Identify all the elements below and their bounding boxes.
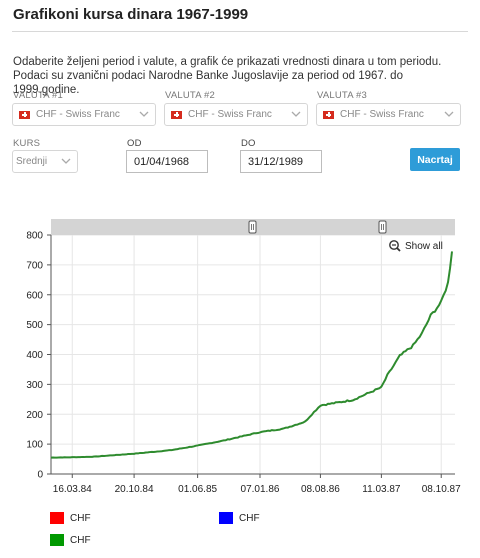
y-tick-label: 500 [26, 320, 43, 331]
page-title: Grafikoni kursa dinara 1967-1999 [13, 6, 249, 23]
chart-grid [51, 234, 455, 474]
scroller-handle-left[interactable] [248, 220, 257, 234]
scroller-handle-right[interactable] [378, 220, 387, 234]
nacrtaj-button[interactable]: Nacrtaj [410, 148, 460, 171]
y-tick-label: 600 [26, 290, 43, 301]
valuta2-value: CHF - Swiss Franc [188, 109, 272, 120]
intro-text: Odaberite željeni period i valute, a gra… [13, 56, 442, 96]
valuta1-label: VALUTA #1 [13, 90, 64, 101]
zoom-out-icon [389, 240, 401, 252]
swiss-flag-icon [323, 110, 334, 119]
do-date-input[interactable] [240, 150, 322, 173]
x-tick-label: 08.08.86 [301, 484, 340, 495]
x-tick-label: 16.03.84 [53, 484, 92, 495]
valuta1-value: CHF - Swiss Franc [36, 109, 120, 120]
show-all-button[interactable]: Show all [389, 240, 443, 252]
valuta3-select[interactable]: CHF - Swiss Franc [316, 103, 461, 126]
show-all-label: Show all [405, 241, 443, 252]
legend-label: CHF [70, 534, 91, 546]
kurs-select[interactable]: Srednji [12, 150, 78, 173]
legend-item[interactable]: CHF [50, 512, 91, 524]
y-tick-label: 300 [26, 380, 43, 391]
chevron-down-icon [61, 158, 71, 164]
y-axis: 0 100 200 300 400 500 600 700 800 [26, 231, 51, 481]
y-tick-label: 100 [26, 440, 43, 451]
kurs-label: KURS [13, 138, 41, 149]
swiss-flag-icon [19, 110, 30, 119]
x-tick-label: 11.03.87 [362, 484, 401, 495]
series-line-chf [50, 251, 453, 459]
do-label: DO [241, 138, 256, 149]
chevron-down-icon [291, 111, 301, 117]
legend-label: CHF [70, 512, 91, 524]
x-axis: 16.03.84 20.10.84 01.06.85 07.01.86 08.08.86… [53, 474, 461, 495]
valuta3-label: VALUTA #3 [317, 90, 368, 101]
y-tick-label: 400 [26, 350, 43, 361]
od-label: OD [127, 138, 142, 149]
y-tick-label: 0 [37, 470, 43, 481]
x-tick-label: 08.10.87 [422, 484, 461, 495]
legend-swatch-green [50, 534, 64, 546]
legend-swatch-blue [219, 512, 233, 524]
x-tick-label: 07.01.86 [241, 484, 280, 495]
x-tick-label: 20.10.84 [115, 484, 154, 495]
title-divider [12, 31, 468, 32]
valuta3-value: CHF - Swiss Franc [340, 109, 424, 120]
od-date-input[interactable] [126, 150, 208, 173]
x-tick-label: 01.06.85 [178, 484, 217, 495]
swiss-flag-icon [171, 110, 182, 119]
valuta1-select[interactable]: CHF - Swiss Franc [12, 103, 156, 126]
exchange-rate-chart: 0 100 200 300 400 500 600 700 800 16.03.84 20.10.… [26, 219, 461, 495]
legend-label: CHF [239, 512, 260, 524]
chevron-down-icon [139, 111, 149, 117]
legend-item[interactable]: CHF [50, 534, 91, 546]
legend-swatch-red [50, 512, 64, 524]
chevron-down-icon [444, 111, 454, 117]
legend-item[interactable]: CHF [219, 512, 260, 524]
y-tick-label: 200 [26, 410, 43, 421]
valuta2-select[interactable]: CHF - Swiss Franc [164, 103, 308, 126]
y-tick-label: 800 [26, 231, 43, 242]
kurs-value: Srednji [16, 156, 48, 167]
valuta2-label: VALUTA #2 [165, 90, 216, 101]
y-tick-label: 700 [26, 260, 43, 271]
